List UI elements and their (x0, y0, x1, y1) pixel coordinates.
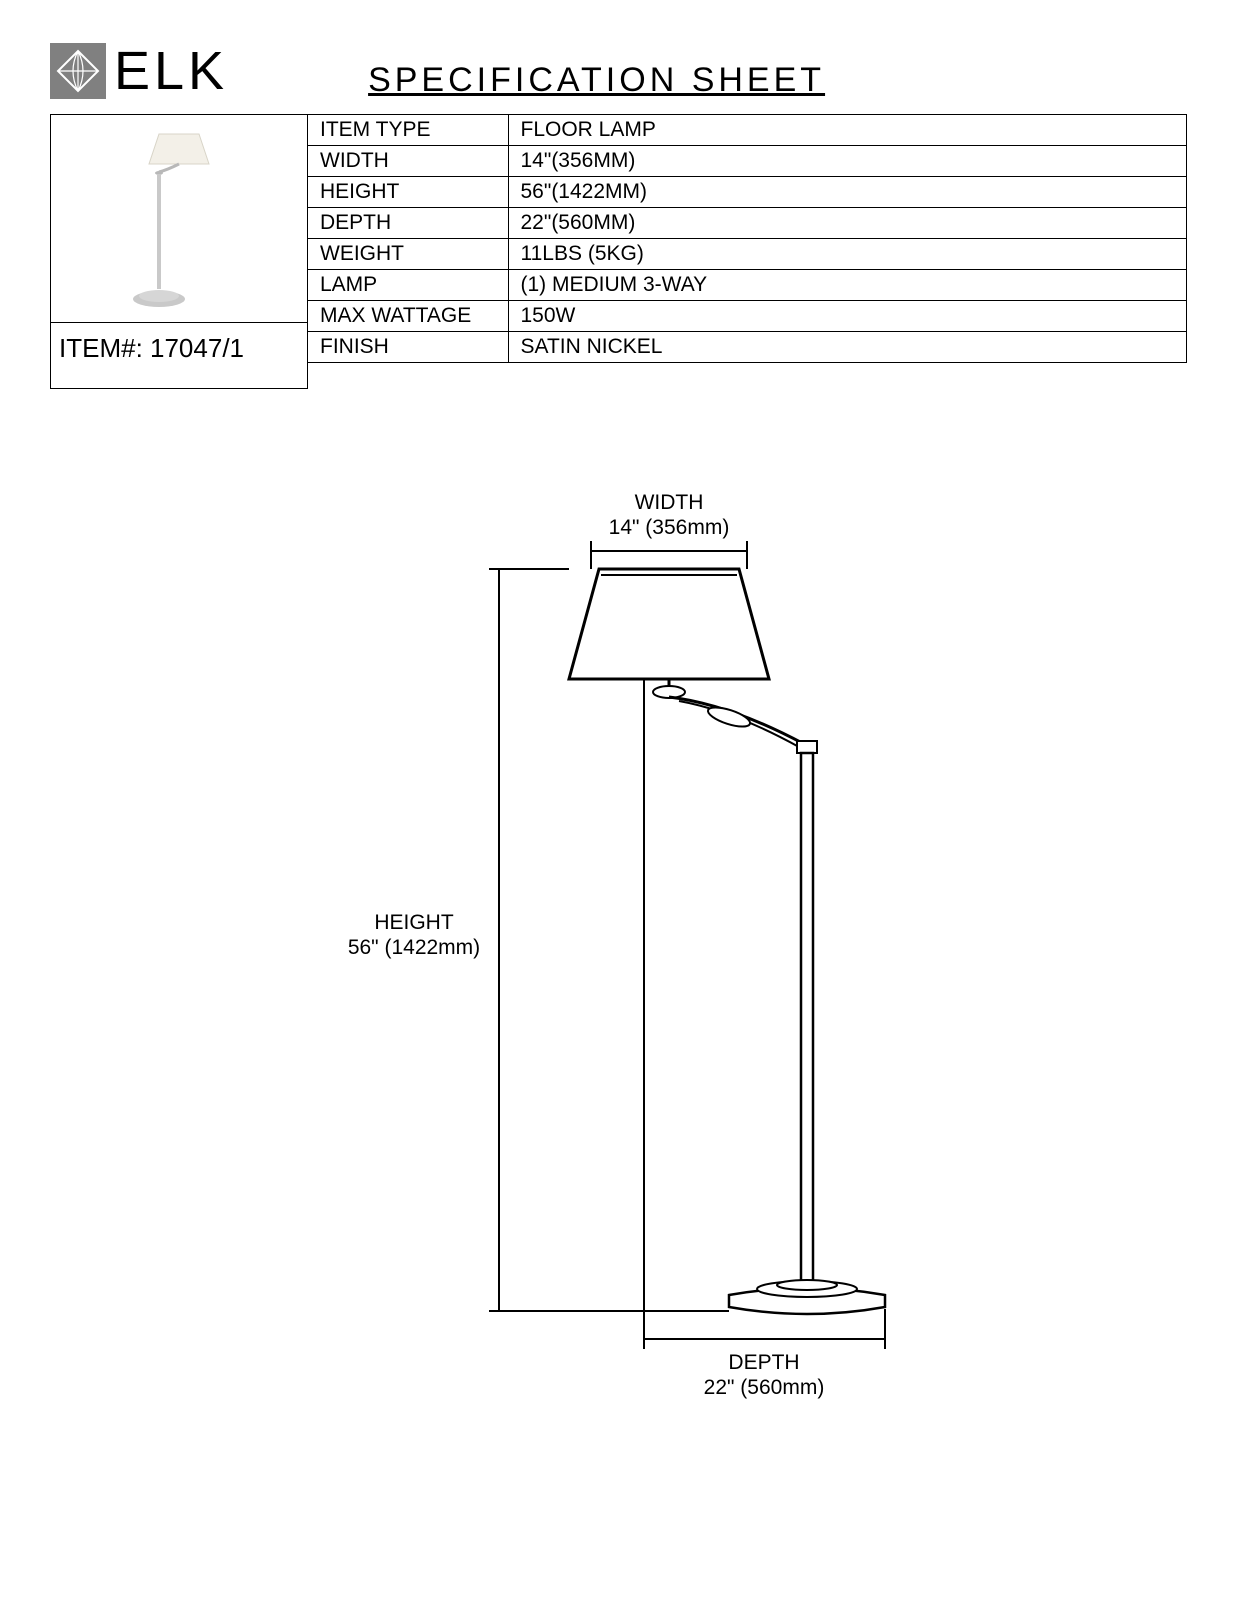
spec-value: SATIN NICKEL (508, 332, 1187, 363)
spec-value: 11LBS (5KG) (508, 239, 1187, 270)
lamp-photo-icon (119, 124, 239, 314)
brand-name: ELK (114, 40, 228, 102)
header: ELK SPECIFICATION SHEET (50, 40, 1187, 102)
spec-value: (1) MEDIUM 3-WAY (508, 270, 1187, 301)
spec-value: 150W (508, 301, 1187, 332)
lamp-line-drawing: WIDTH 14" (356mm) (299, 489, 939, 1409)
table-row: DEPTH22"(560MM) (308, 208, 1187, 239)
brand-logo-mark (50, 43, 106, 99)
sheet-title: SPECIFICATION SHEET (368, 61, 825, 102)
spec-label: WEIGHT (308, 239, 508, 270)
width-value: 14" (356mm) (608, 516, 729, 539)
table-row: HEIGHT56"(1422MM) (308, 177, 1187, 208)
height-label: HEIGHT (374, 911, 454, 934)
depth-label: DEPTH (728, 1351, 799, 1374)
spec-label: MAX WATTAGE (308, 301, 508, 332)
spec-label: LAMP (308, 270, 508, 301)
brand-logo: ELK (50, 40, 228, 102)
thumbnail-column: ITEM#: 17047/1 (50, 114, 308, 389)
spec-value: 14"(356MM) (508, 146, 1187, 177)
spec-value: FLOOR LAMP (508, 115, 1187, 146)
table-row: ITEM TYPEFLOOR LAMP (308, 115, 1187, 146)
spec-table: ITEM TYPEFLOOR LAMPWIDTH14"(356MM)HEIGHT… (308, 114, 1187, 363)
spec-value: 22"(560MM) (508, 208, 1187, 239)
item-number: ITEM#: 17047/1 (51, 323, 307, 388)
spec-label: DEPTH (308, 208, 508, 239)
diamond-icon (56, 49, 100, 93)
spec-label: WIDTH (308, 146, 508, 177)
spec-label: HEIGHT (308, 177, 508, 208)
width-label: WIDTH (634, 491, 703, 514)
table-row: FINISHSATIN NICKEL (308, 332, 1187, 363)
spec-sheet-page: ELK SPECIFICATION SHEET ITEM#: 17047/1 I… (0, 0, 1237, 1449)
spec-label: FINISH (308, 332, 508, 363)
table-row: LAMP(1) MEDIUM 3-WAY (308, 270, 1187, 301)
product-thumbnail (51, 115, 307, 323)
height-value: 56" (1422mm) (347, 936, 479, 959)
spec-value: 56"(1422MM) (508, 177, 1187, 208)
depth-value: 22" (560mm) (703, 1376, 824, 1399)
dimension-diagram: WIDTH 14" (356mm) (50, 489, 1187, 1409)
table-row: MAX WATTAGE150W (308, 301, 1187, 332)
spec-label: ITEM TYPE (308, 115, 508, 146)
spec-block: ITEM#: 17047/1 ITEM TYPEFLOOR LAMPWIDTH1… (50, 114, 1187, 389)
table-row: WEIGHT11LBS (5KG) (308, 239, 1187, 270)
table-row: WIDTH14"(356MM) (308, 146, 1187, 177)
